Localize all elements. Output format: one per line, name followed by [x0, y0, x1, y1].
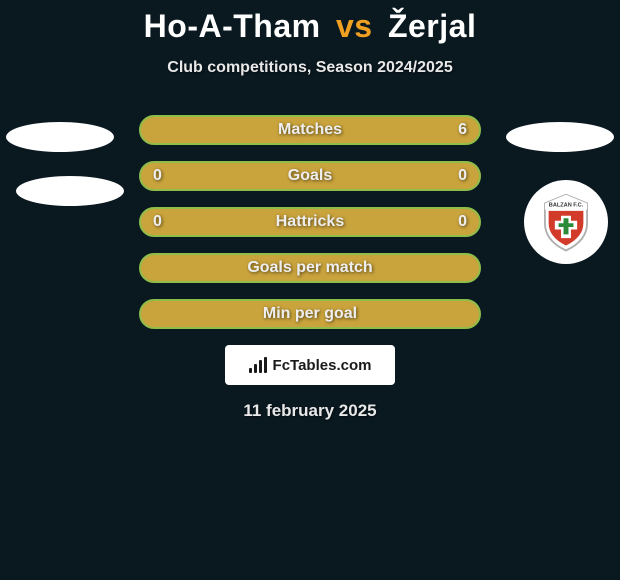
stat-left-value: 0: [153, 213, 162, 231]
branding-badge: FcTables.com: [225, 345, 395, 385]
player2-name: Žerjal: [388, 8, 476, 44]
stat-label: Hattricks: [276, 213, 344, 231]
page-title: Ho-A-Tham vs Žerjal: [0, 8, 620, 45]
stat-label: Min per goal: [263, 305, 357, 323]
stat-row-goals-per-match: Goals per match: [139, 253, 481, 283]
stat-row-matches: Matches 6: [139, 115, 481, 145]
balzan-fc-icon: BALZAN F.C.: [535, 191, 597, 253]
badge-label: BALZAN F.C.: [549, 203, 584, 209]
stat-row-min-per-goal: Min per goal: [139, 299, 481, 329]
player1-name: Ho-A-Tham: [144, 8, 321, 44]
stat-label: Matches: [278, 121, 342, 139]
date-text: 11 february 2025: [0, 401, 620, 421]
bar-chart-icon: [249, 357, 269, 373]
branding-text: FcTables.com: [273, 357, 372, 374]
stat-left-value: 0: [153, 167, 162, 185]
club-badge: BALZAN F.C.: [524, 180, 608, 264]
left-ellipse-bottom: [16, 176, 124, 206]
stat-row-hattricks: 0 Hattricks 0: [139, 207, 481, 237]
subtitle: Club competitions, Season 2024/2025: [0, 59, 620, 77]
stat-right-value: 0: [458, 167, 467, 185]
left-ellipse-top: [6, 122, 114, 152]
stats-list: Matches 6 0 Goals 0 0 Hattricks 0 Goals …: [139, 115, 481, 329]
stat-right-value: 6: [458, 121, 467, 139]
vs-text: vs: [336, 8, 373, 44]
stat-label: Goals: [288, 167, 332, 185]
right-ellipse-top: [506, 122, 614, 152]
stat-label: Goals per match: [247, 259, 372, 277]
stat-row-goals: 0 Goals 0: [139, 161, 481, 191]
stat-right-value: 0: [458, 213, 467, 231]
